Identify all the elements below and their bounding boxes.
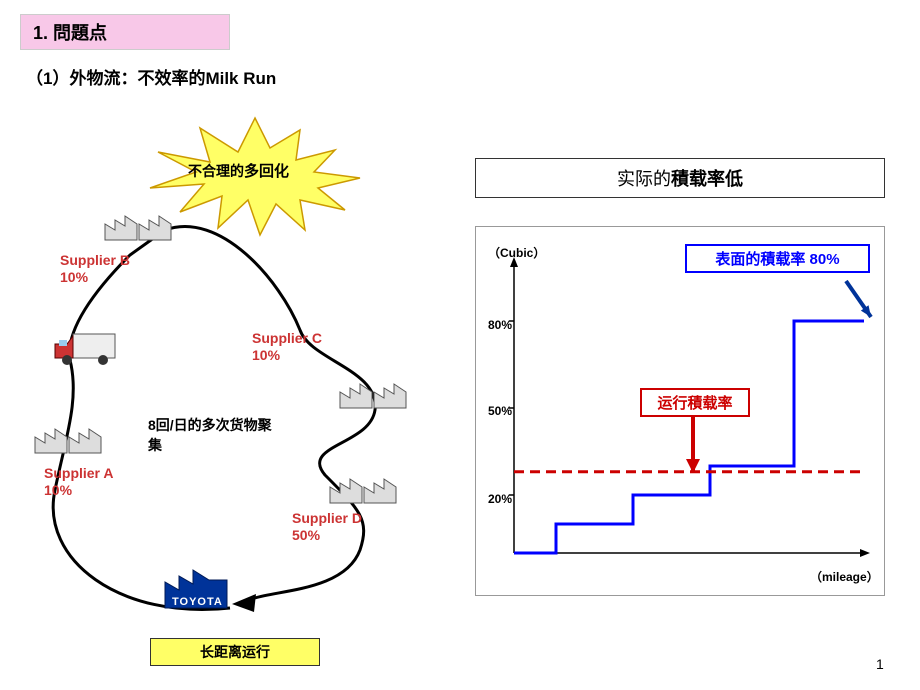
supplier-b-pct: 10%	[60, 269, 88, 285]
supplier-d-label: Supplier D 50%	[292, 510, 362, 544]
legend-running: 运行積载率	[640, 388, 750, 417]
supplier-a-label: Supplier A 10%	[44, 465, 114, 499]
supplier-c-name: Supplier C	[252, 330, 322, 346]
starburst-em: 多回化	[244, 163, 289, 180]
tick-50: 50%	[488, 404, 512, 418]
route-arrowhead	[232, 594, 256, 612]
tick-80: 80%	[488, 318, 512, 332]
y-axis-title: （Cubic）	[488, 244, 545, 261]
x-axis-title: （mileage）	[810, 568, 879, 585]
legend-surface: 表面的積载率 80%	[685, 244, 870, 273]
supplier-b-label: Supplier B 10%	[60, 252, 130, 286]
tick-20: 20%	[488, 492, 512, 506]
page-number: 1	[876, 656, 884, 672]
right-title-em: 積载率低	[671, 169, 743, 189]
center-line1: 8回/日的多次货物聚	[148, 417, 272, 433]
milkrun-diagram	[0, 0, 460, 690]
starburst-prefix: 不合理的	[188, 163, 244, 179]
supplier-b-name: Supplier B	[60, 252, 130, 268]
supplier-d-name: Supplier D	[292, 510, 362, 526]
supplier-a-name: Supplier A	[44, 465, 114, 481]
supplier-c-pct: 10%	[252, 347, 280, 363]
supplier-a-pct: 10%	[44, 482, 72, 498]
supplier-d-pct: 50%	[292, 527, 320, 543]
center-text: 8回/日的多次货物聚 集	[148, 415, 272, 455]
bottom-label: 长距离运行	[150, 638, 320, 666]
supplier-c-label: Supplier C 10%	[252, 330, 322, 364]
right-title: 实际的積载率低	[475, 158, 885, 198]
right-title-prefix: 实际的	[617, 169, 671, 189]
factory-icon-d	[330, 479, 396, 503]
starburst-text: 不合理的多回化	[188, 160, 289, 181]
factory-icon-b	[105, 216, 171, 240]
center-line2: 集	[148, 437, 162, 453]
truck-icon	[55, 334, 115, 365]
toyota-label: TOYOTA	[172, 596, 223, 608]
